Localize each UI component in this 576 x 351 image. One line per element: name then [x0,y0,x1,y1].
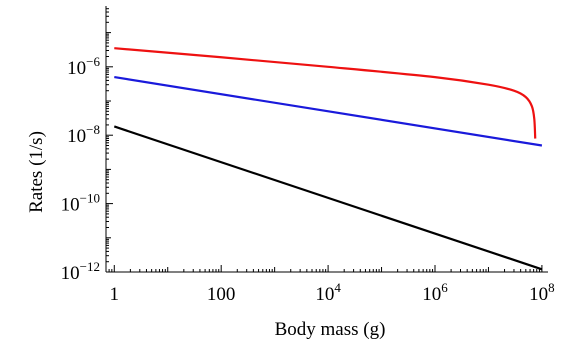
series-line-3 [113,125,543,271]
x-tick-label: 104 [315,280,341,305]
series-line-1 [114,47,537,139]
y-tick-label: 10−12 [61,259,100,284]
x-tick-label: 1 [110,284,120,305]
x-axis-title: Body mass (g) [275,319,386,340]
x-tick-label: 100 [207,284,236,305]
x-tick-label: 108 [529,280,555,305]
y-tick-label: 10−8 [67,122,100,147]
series-layer [113,47,543,271]
y-axis-title: Rates (1/s) [26,131,47,213]
y-tick-label: 10−6 [67,54,100,79]
tick-labels: 1 100 104 106 108 10−12 10−10 10−8 10−6 [61,54,555,305]
series-line-2 [114,76,543,147]
axes [105,6,548,273]
x-tick-label: 106 [422,280,448,305]
y-tick-label: 10−10 [61,191,100,216]
